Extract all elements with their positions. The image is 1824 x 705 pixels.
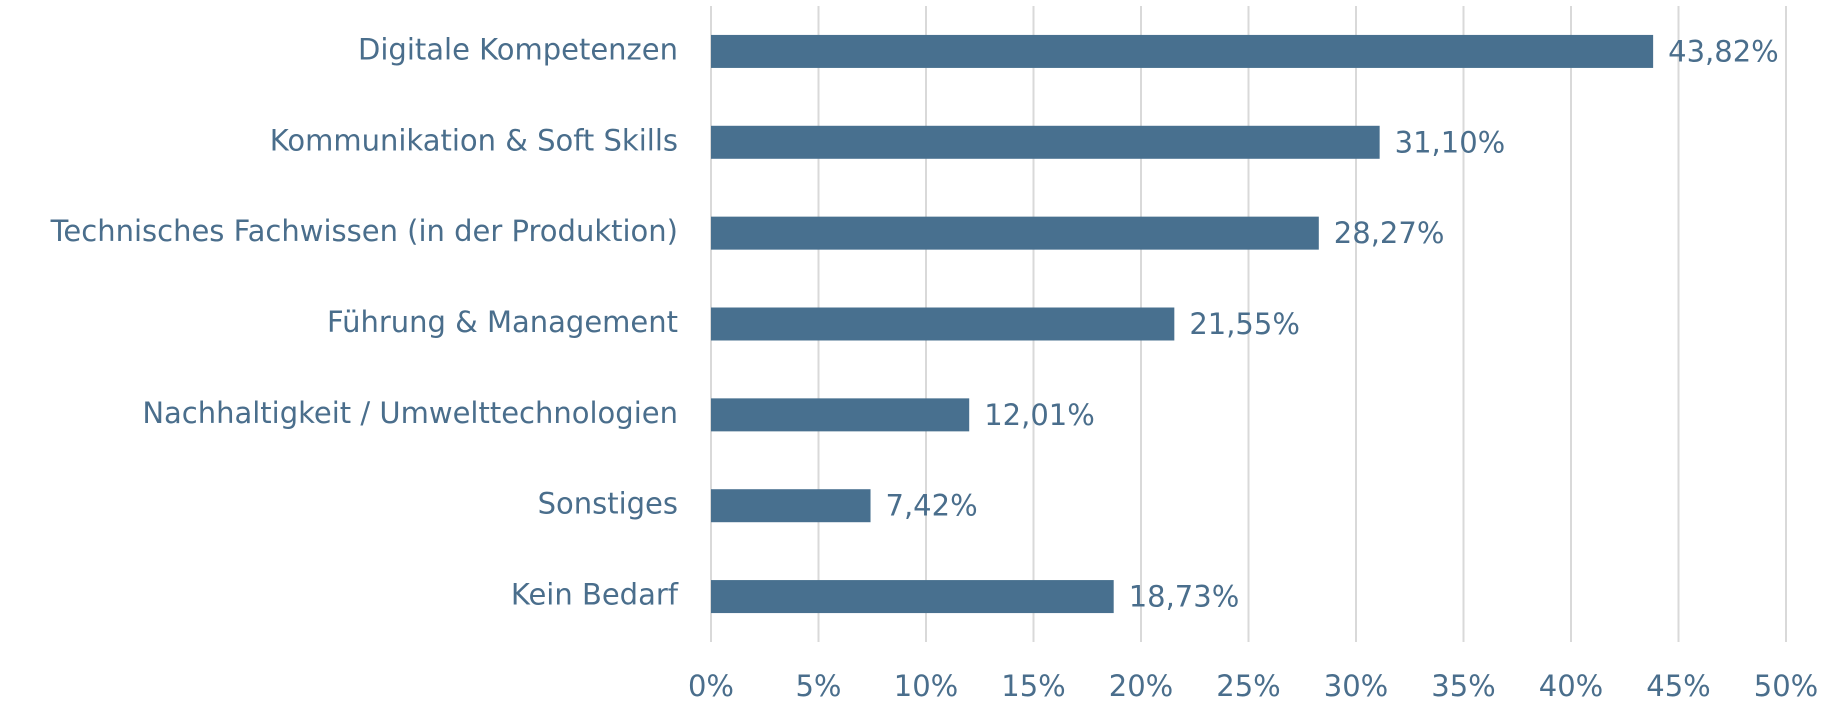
x-tick-label: 35% (1431, 669, 1495, 703)
bar (711, 216, 1319, 250)
y-tick-label: Führung & Management (327, 305, 678, 339)
y-tick-label: Nachhaltigkeit / Umwelttechnologien (142, 396, 678, 430)
data-label: 28,27% (1334, 216, 1445, 250)
x-tick-label: 50% (1754, 669, 1818, 703)
x-tick-label: 45% (1646, 669, 1710, 703)
x-tick-label: 25% (1216, 669, 1280, 703)
y-tick-label: Sonstiges (538, 487, 678, 521)
bar (711, 580, 1114, 614)
x-tick-label: 20% (1109, 669, 1173, 703)
x-tick-label: 15% (1001, 669, 1065, 703)
data-label: 31,10% (1395, 125, 1506, 159)
bar (711, 307, 1175, 341)
x-tick-label: 10% (894, 669, 958, 703)
data-label: 21,55% (1189, 307, 1300, 341)
y-tick-label: Kommunikation & Soft Skills (270, 123, 678, 157)
bar (711, 34, 1654, 68)
bar (711, 398, 970, 432)
y-tick-label: Technisches Fachwissen (in der Produktio… (50, 214, 678, 248)
x-tick-label: 0% (688, 669, 734, 703)
data-label: 7,42% (886, 489, 978, 523)
data-label: 43,82% (1668, 34, 1779, 68)
x-tick-label: 5% (795, 669, 841, 703)
x-tick-label: 30% (1324, 669, 1388, 703)
bar (711, 125, 1380, 159)
bar (711, 489, 871, 523)
y-tick-label: Digitale Kompetenzen (358, 32, 678, 66)
data-label: 12,01% (984, 398, 1095, 432)
y-tick-label: Kein Bedarf (511, 578, 679, 612)
x-tick-label: 40% (1539, 669, 1603, 703)
data-label: 18,73% (1129, 580, 1240, 614)
